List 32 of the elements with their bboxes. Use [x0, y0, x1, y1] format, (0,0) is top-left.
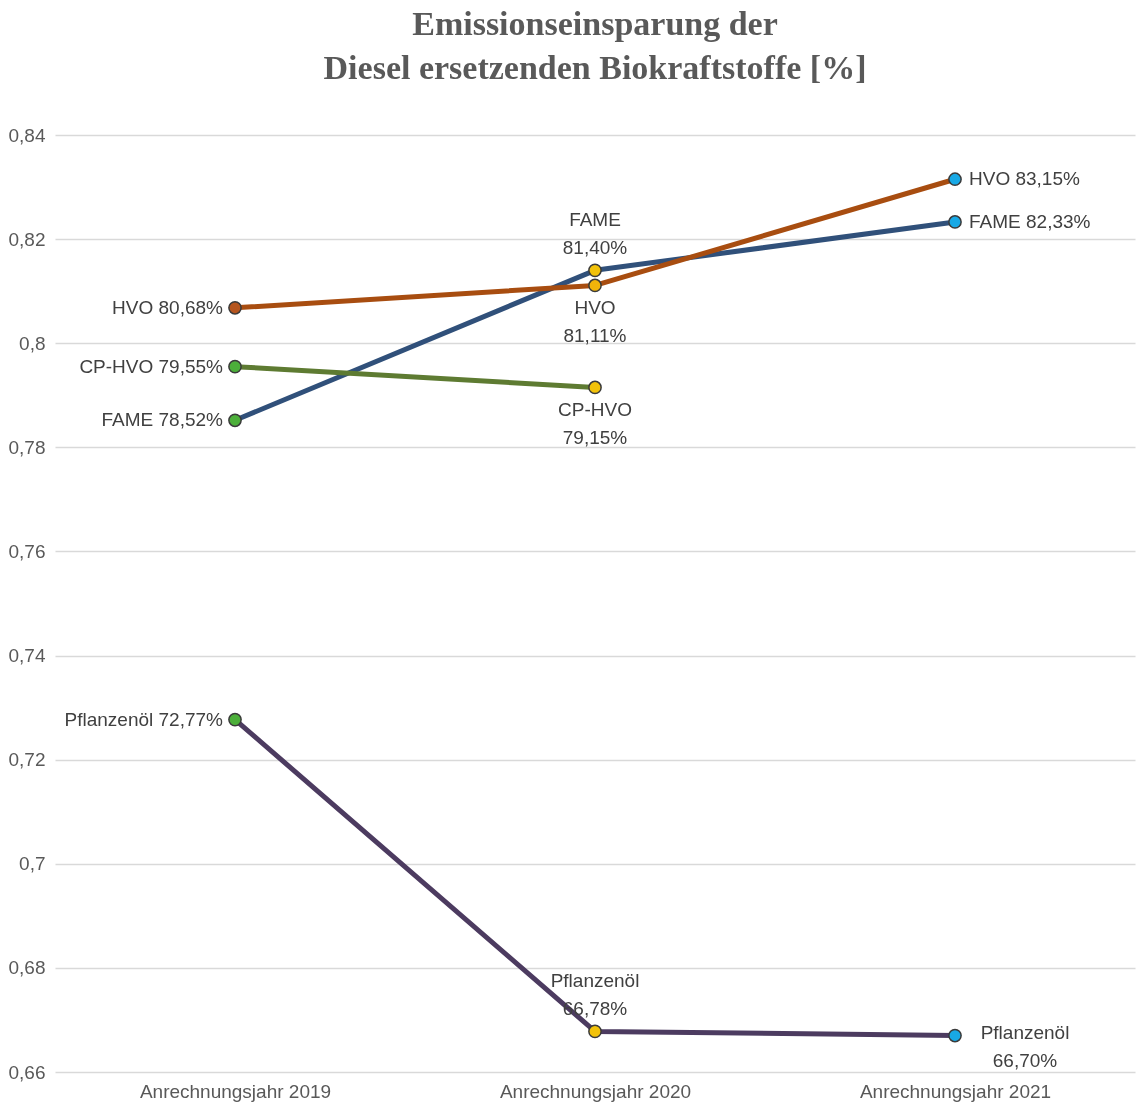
series-label: HVO	[574, 297, 616, 319]
data-label: 79,15%	[562, 427, 628, 449]
y-tick-label: 0,7	[19, 853, 46, 875]
y-tick-label: 0,8	[19, 332, 46, 354]
text: Diesel ersetzenden Biokraftstoffe [%]	[323, 49, 867, 86]
y-tick-label: 0,68	[8, 957, 46, 979]
text: Emissionseinsparung der	[412, 5, 778, 42]
text: FAME 82,33%	[969, 210, 1091, 232]
series-label: FAME	[569, 209, 621, 231]
x-tick-label: Anrechnungsjahr 2019	[139, 1080, 332, 1102]
y-tick-label: 0,74	[8, 645, 46, 667]
text: FAME 78,52%	[101, 409, 223, 431]
point	[228, 300, 242, 315]
series-label: Pflanzenöl	[550, 970, 640, 992]
y-tick-label: 0,78	[8, 436, 46, 458]
y-tick-label: 0,84	[8, 124, 46, 146]
text: CP-HVO 79,55%	[79, 355, 223, 377]
y-tick-label: 0,72	[8, 749, 46, 771]
data-label: 66,70%	[992, 1049, 1058, 1071]
data-label: 81,11%	[563, 325, 627, 347]
text: Pflanzenöl	[980, 1021, 1070, 1043]
series-label: CP-HVO	[558, 399, 632, 421]
text: HVO 80,68%	[112, 296, 223, 318]
y-tick-label: 0,76	[8, 540, 46, 562]
point	[588, 278, 602, 293]
y-tick-label: 0,66	[8, 1061, 46, 1083]
text: Pflanzenöl 72,77%	[64, 708, 223, 730]
x-tick-label: Anrechnungsjahr 2021	[859, 1080, 1052, 1102]
data-label: 81,40%	[562, 237, 628, 259]
x-tick-label: Anrechnungsjahr 2020	[499, 1080, 692, 1102]
y-tick-label: 0,82	[8, 228, 46, 250]
text: HVO 83,15%	[969, 168, 1080, 190]
